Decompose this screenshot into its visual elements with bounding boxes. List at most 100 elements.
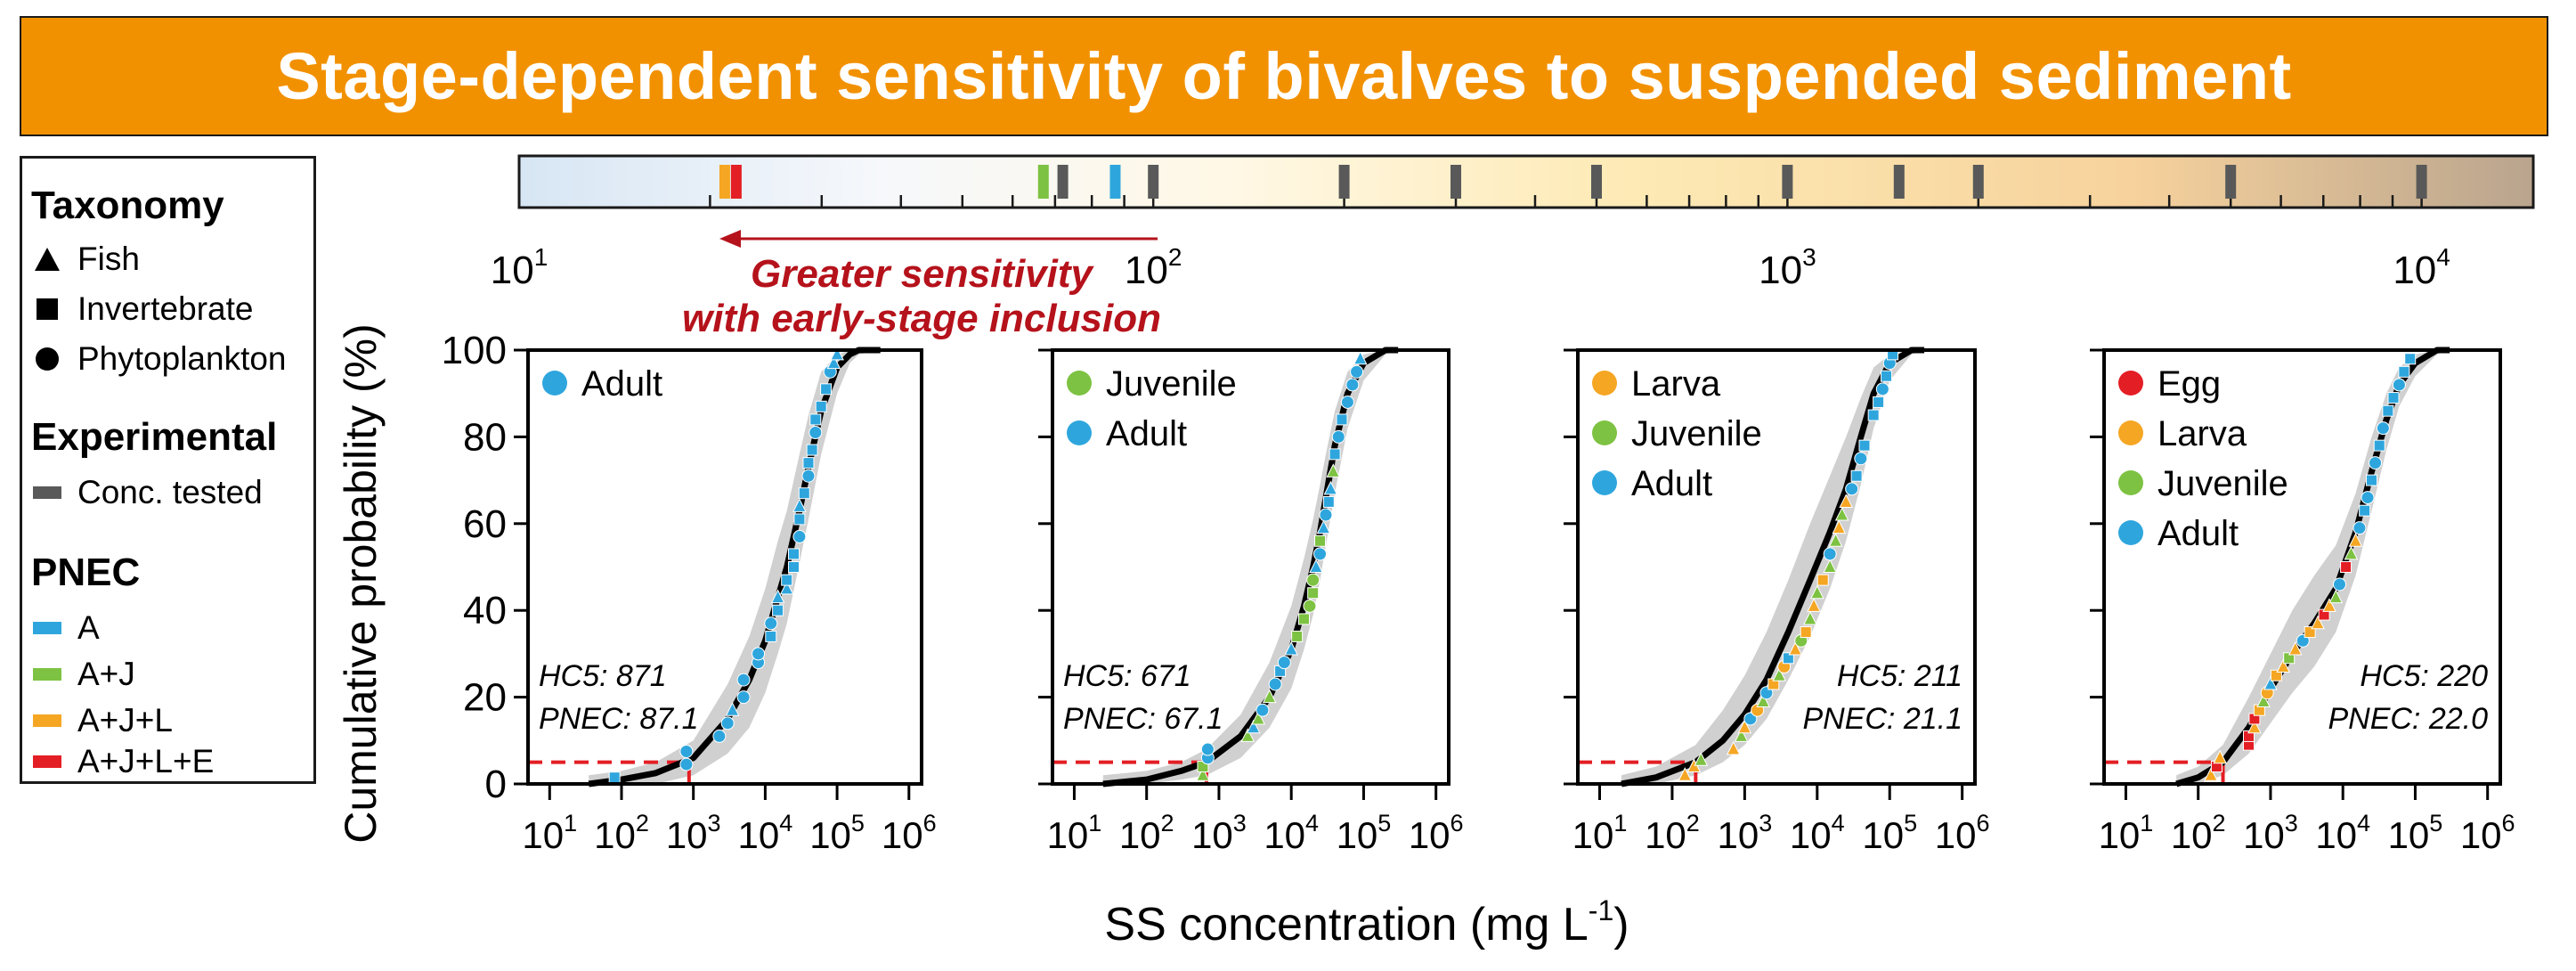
legend-marker-adult-icon <box>1067 420 1092 445</box>
data-point-juvenile <box>1303 599 1317 613</box>
data-point-adult <box>2382 404 2394 417</box>
data-point-adult <box>1255 703 1270 717</box>
data-point-adult <box>1743 712 1758 726</box>
x-tick-label: 102 <box>594 810 649 856</box>
data-point-adult <box>679 744 694 758</box>
data-point-adult <box>1345 378 1360 392</box>
data-point-adult <box>1881 370 1893 382</box>
x-tick-label: 104 <box>2315 810 2370 856</box>
data-point-larva <box>1726 740 1741 755</box>
x-tick-label: 105 <box>1337 810 1392 856</box>
hc5-label: HC5: 871 <box>539 659 667 693</box>
title-banner: Stage-dependent sensitivity of bivalves … <box>20 16 2548 136</box>
y-axis-label: Cumulative probability (%) <box>336 323 386 844</box>
data-point-adult <box>752 647 766 661</box>
data-point-larva <box>1816 574 1829 586</box>
pnec-label: PNEC: 67.1 <box>1063 702 1223 736</box>
panel-frame <box>2102 348 2502 786</box>
data-point-adult <box>802 457 815 469</box>
data-point-adult <box>2263 675 2278 690</box>
data-point-larva <box>2213 749 2227 764</box>
x-tick-label: 105 <box>1862 810 1917 856</box>
x-tick-label: 102 <box>2171 810 2226 856</box>
panel-frame <box>1576 348 1977 786</box>
data-point-juvenile <box>1307 587 1320 600</box>
arrow-head-icon <box>719 230 741 248</box>
data-point-adult <box>1336 413 1348 426</box>
legend-entry-adult: Adult <box>1631 464 1712 503</box>
x-tick-label: 104 <box>738 810 793 856</box>
x-axis-label-close: ) <box>1613 899 1629 951</box>
x-axis-label-main: SS concentration (mg L <box>1104 899 1588 951</box>
data-point-adult <box>2376 421 2390 436</box>
pnec-marker-aj <box>1037 165 1049 199</box>
bar-swatch-icon <box>31 613 67 643</box>
legend-marker-larva-icon <box>1592 371 1617 396</box>
legend-entry-egg: Egg <box>2158 364 2221 404</box>
data-point-adult <box>806 444 818 456</box>
data-point-egg <box>2340 561 2353 573</box>
legend-item-phytoplankton: Phytoplankton <box>31 340 287 378</box>
data-point-adult <box>792 498 807 512</box>
data-point-adult <box>2387 392 2400 404</box>
confidence-band <box>1621 350 1925 784</box>
data-point-juvenile <box>1240 728 1255 742</box>
legend-marker-egg-icon <box>2118 371 2143 396</box>
data-point-adult <box>1873 396 1885 408</box>
circle-icon <box>31 344 67 374</box>
y-tick-label: 20 <box>463 676 507 720</box>
y-tick-label: 80 <box>463 415 507 459</box>
conc-tested-marker <box>2225 165 2237 199</box>
data-point-adult <box>1340 395 1354 409</box>
data-point-adult <box>608 771 621 784</box>
hc5-label: HC5: 220 <box>2360 659 2488 693</box>
pnec-label: PNEC: 22.0 <box>2328 702 2488 736</box>
data-point-juvenile <box>2283 652 2296 665</box>
y-tick-label: 0 <box>485 763 507 806</box>
data-point-adult <box>712 729 727 743</box>
data-point-juvenile <box>1734 728 1749 742</box>
legend-label-fish: Fish <box>77 241 140 277</box>
legend-marker-juvenile-icon <box>2118 470 2143 495</box>
data-point-juvenile <box>2328 589 2344 604</box>
data-point-adult <box>2361 491 2375 505</box>
data-point-adult <box>1875 382 1889 396</box>
data-point-adult <box>725 702 740 716</box>
x-tick-label: 106 <box>1409 810 1464 856</box>
pnec-marker-ajle <box>730 165 742 199</box>
data-point-larva <box>2348 533 2363 547</box>
data-point-egg <box>2242 730 2255 742</box>
data-point-juvenile <box>1291 630 1304 642</box>
legend-label-phytoplankton: Phytoplankton <box>77 340 287 377</box>
ssd-panels: 0 20 40 60 80 100 101 102 103 104 105 106 Adult HC5: … <box>442 329 2515 856</box>
legend-item-invertebrate: Invertebrate <box>31 290 253 328</box>
data-point-adult <box>801 469 816 483</box>
conc-tested-marker <box>1451 165 1462 199</box>
data-point-larva <box>1807 598 1821 612</box>
data-point-juvenile <box>1756 693 1770 707</box>
x-tick-label: 106 <box>1935 810 1990 856</box>
data-point-adult <box>1823 547 1837 561</box>
data-point-adult <box>1316 519 1331 534</box>
data-point-juvenile <box>1251 710 1265 725</box>
legend-item-conc-tested: Conc. tested <box>31 474 263 511</box>
data-point-larva <box>2288 641 2303 656</box>
bar-swatch-icon <box>31 477 67 508</box>
legend-marker-adult-icon <box>2118 520 2143 545</box>
x-tick-label: 101 <box>1572 810 1628 856</box>
legend-heading-taxonomy: Taxonomy <box>31 184 224 227</box>
data-point-adult <box>781 574 793 586</box>
legend-item-pnec-a: A <box>31 609 100 647</box>
x-tick-label: 103 <box>666 810 721 856</box>
data-point-adult <box>2369 456 2383 470</box>
x-axis-label-sup: -1 <box>1589 894 1613 926</box>
data-point-juvenile <box>1298 613 1311 625</box>
data-point-adult <box>765 630 777 642</box>
data-point-larva <box>2304 626 2316 639</box>
legend-entry-adult: Adult <box>2158 514 2239 553</box>
confidence-band <box>2176 350 2450 784</box>
data-point-adult <box>788 561 800 573</box>
data-point-adult <box>2373 439 2385 452</box>
data-point-larva <box>2204 767 2218 781</box>
data-point-adult <box>826 355 841 370</box>
